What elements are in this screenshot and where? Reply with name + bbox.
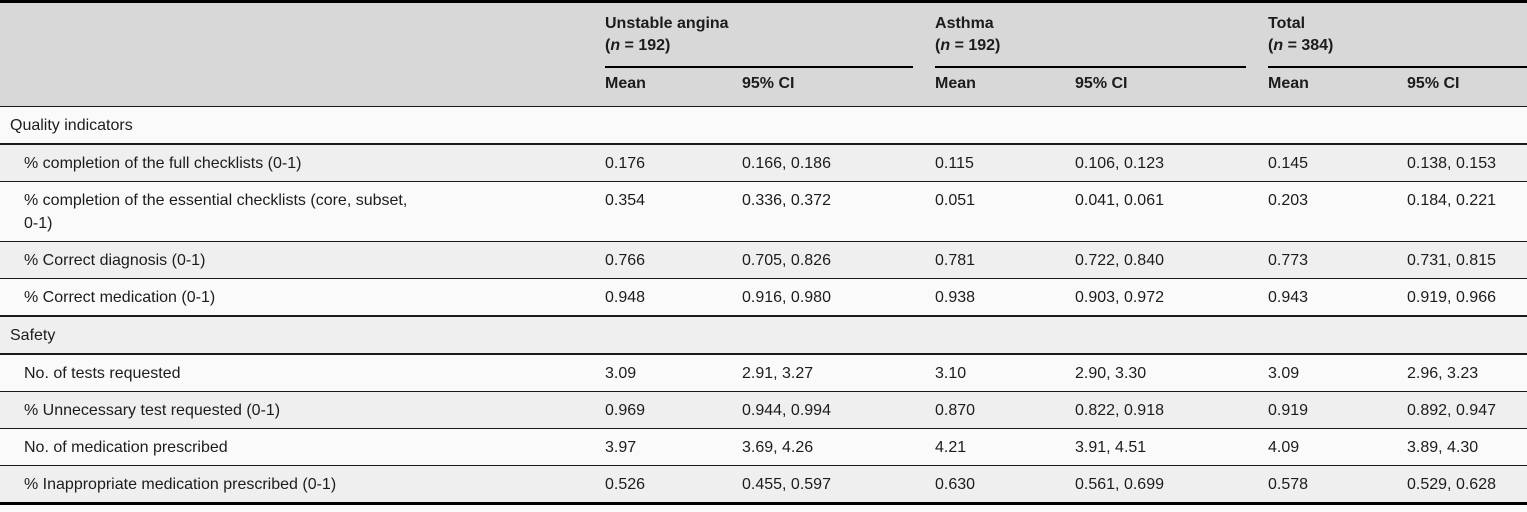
cell-ci: 0.138, 0.153 — [1407, 143, 1527, 182]
column-group-asthma: Asthma (n = 192) — [935, 2, 1268, 68]
cell-mean: 0.870 — [935, 391, 1076, 429]
cell-ci: 0.705, 0.826 — [742, 241, 936, 279]
cell-mean: 0.145 — [1268, 143, 1408, 182]
group-n: (n = 192) — [605, 37, 671, 54]
mean-column-header: Mean — [935, 68, 1076, 107]
group-title-block: Asthma (n = 192) — [935, 3, 1247, 68]
cell-ci: 2.96, 3.23 — [1407, 353, 1527, 392]
cell-ci: 0.944, 0.994 — [742, 391, 936, 429]
cell-mean: 0.526 — [605, 465, 742, 504]
cell-mean: 0.766 — [605, 241, 742, 279]
table-row: % Unnecessary test requested (0-1) 0.969… — [0, 391, 1527, 429]
cell-ci: 0.731, 0.815 — [1407, 241, 1527, 279]
group-name: Total — [1268, 15, 1306, 32]
cell-mean: 0.938 — [935, 278, 1076, 316]
cell-mean: 0.115 — [935, 143, 1076, 182]
cell-ci: 0.722, 0.840 — [1075, 241, 1269, 279]
cell-mean: 0.051 — [935, 181, 1076, 242]
cell-mean: 0.578 — [1268, 465, 1408, 504]
cell-ci: 0.892, 0.947 — [1407, 391, 1527, 429]
row-label: % Correct diagnosis (0-1) — [0, 241, 605, 279]
cell-ci: 0.561, 0.699 — [1075, 465, 1269, 504]
cell-ci: 0.916, 0.980 — [742, 278, 936, 316]
cell-mean: 0.773 — [1268, 241, 1408, 279]
cell-mean: 0.943 — [1268, 278, 1408, 316]
group-title-block: Unstable angina (n = 192) — [605, 3, 914, 68]
cell-ci: 2.91, 3.27 — [742, 353, 936, 392]
row-label: % Correct medication (0-1) — [0, 278, 605, 316]
cell-ci: 0.529, 0.628 — [1407, 465, 1527, 504]
row-label: No. of tests requested — [0, 353, 605, 392]
cell-ci: 0.166, 0.186 — [742, 143, 936, 182]
cell-ci: 3.89, 4.30 — [1407, 428, 1527, 466]
row-label: No. of medication prescribed — [0, 428, 605, 466]
table-row: % completion of the full checklists (0-1… — [0, 143, 1527, 182]
cell-mean: 3.09 — [605, 353, 742, 392]
cell-ci: 3.69, 4.26 — [742, 428, 936, 466]
group-name: Unstable angina — [605, 15, 729, 32]
label-column-header-empty — [0, 2, 605, 107]
cell-mean: 0.948 — [605, 278, 742, 316]
cell-mean: 0.176 — [605, 143, 742, 182]
cell-ci: 0.903, 0.972 — [1075, 278, 1269, 316]
table-row: % Correct diagnosis (0-1) 0.766 0.705, 0… — [0, 241, 1527, 279]
cell-mean: 3.10 — [935, 353, 1076, 392]
cell-mean: 0.630 — [935, 465, 1076, 504]
group-n: (n = 384) — [1268, 37, 1334, 54]
ci-column-header: 95% CI — [1075, 68, 1269, 107]
section-title: Safety — [0, 315, 1527, 355]
group-n: (n = 192) — [935, 37, 1001, 54]
cell-ci: 0.455, 0.597 — [742, 465, 936, 504]
section-row-safety: Safety — [0, 315, 1527, 355]
group-header-row: Unstable angina (n = 192) Asthma (n = 19… — [0, 2, 1527, 68]
cell-ci: 0.919, 0.966 — [1407, 278, 1527, 316]
cell-mean: 0.919 — [1268, 391, 1408, 429]
ci-column-header: 95% CI — [742, 68, 936, 107]
group-title-block: Total (n = 384) — [1268, 3, 1527, 68]
row-label: % completion of the essential checklists… — [0, 181, 605, 242]
table-header: Unstable angina (n = 192) Asthma (n = 19… — [0, 1, 1527, 107]
row-label: % completion of the full checklists (0-1… — [0, 143, 605, 182]
section-title: Quality indicators — [0, 106, 1527, 145]
table-row: % Inappropriate medication prescribed (0… — [0, 465, 1527, 504]
cell-ci: 0.336, 0.372 — [742, 181, 936, 242]
cell-mean: 4.09 — [1268, 428, 1408, 466]
cell-mean: 4.21 — [935, 428, 1076, 466]
table-row: No. of tests requested 3.09 2.91, 3.27 3… — [0, 353, 1527, 392]
cell-mean: 0.781 — [935, 241, 1076, 279]
cell-ci: 0.041, 0.061 — [1075, 181, 1269, 242]
column-group-unstable-angina: Unstable angina (n = 192) — [605, 2, 935, 68]
section-row-quality-indicators: Quality indicators — [0, 106, 1527, 145]
ci-column-header: 95% CI — [1407, 68, 1527, 107]
table-row: % Correct medication (0-1) 0.948 0.916, … — [0, 278, 1527, 316]
cell-ci: 0.822, 0.918 — [1075, 391, 1269, 429]
table-body: Quality indicators % completion of the f… — [0, 106, 1527, 504]
cell-ci: 3.91, 4.51 — [1075, 428, 1269, 466]
cell-mean: 3.09 — [1268, 353, 1408, 392]
cell-ci: 2.90, 3.30 — [1075, 353, 1269, 392]
table-row: % completion of the essential checklists… — [0, 181, 1527, 242]
cell-mean: 3.97 — [605, 428, 742, 466]
row-label: % Inappropriate medication prescribed (0… — [0, 465, 605, 504]
column-header-row: Mean 95% CI Mean 95% CI Mean 95% CI — [0, 68, 1527, 107]
cell-mean: 0.969 — [605, 391, 742, 429]
cell-mean: 0.203 — [1268, 181, 1408, 242]
row-label: % Unnecessary test requested (0-1) — [0, 391, 605, 429]
mean-column-header: Mean — [605, 68, 742, 107]
cell-ci: 0.106, 0.123 — [1075, 143, 1269, 182]
group-name: Asthma — [935, 15, 994, 32]
mean-column-header: Mean — [1268, 68, 1408, 107]
column-group-total: Total (n = 384) — [1268, 2, 1527, 68]
cell-ci: 0.184, 0.221 — [1407, 181, 1527, 242]
table-row: No. of medication prescribed 3.97 3.69, … — [0, 428, 1527, 466]
cell-mean: 0.354 — [605, 181, 742, 242]
